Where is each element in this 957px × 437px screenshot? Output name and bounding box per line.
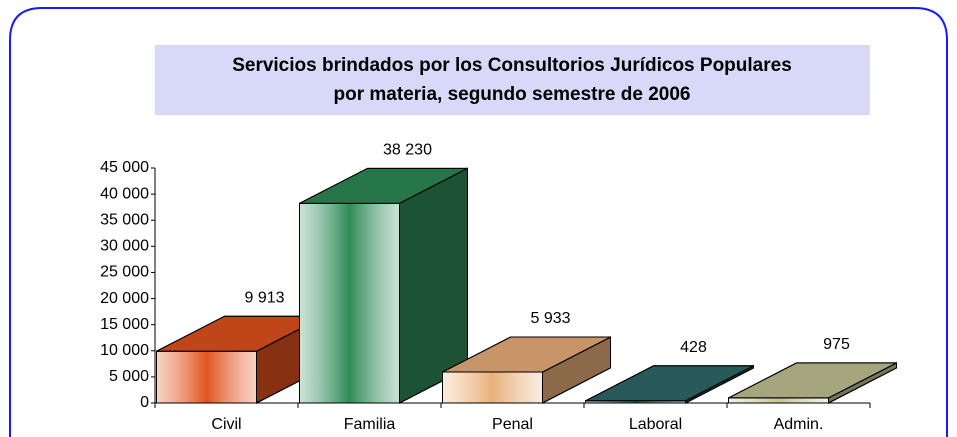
bar-top-shade (442, 336, 611, 373)
y-tick-label: 5 000 (109, 368, 149, 385)
y-tick-label: 40 000 (100, 185, 149, 202)
chart-title: Servicios brindados por los Consultorios… (232, 55, 792, 76)
value-label: 975 (823, 336, 850, 353)
y-tick-label: 20 000 (100, 290, 149, 307)
y-tick-label: 35 000 (100, 211, 149, 228)
y-tick-label: 15 000 (100, 316, 149, 333)
y-tick-label: 45 000 (100, 159, 149, 176)
bar (299, 202, 400, 404)
value-label: 9 913 (244, 289, 284, 306)
bar-top-shade (585, 365, 754, 402)
chart-title: por materia, segundo semestre de 2006 (334, 84, 691, 105)
value-label: 428 (680, 339, 707, 356)
title-box (155, 45, 870, 115)
x-tick-label: Admin. (774, 416, 824, 433)
x-tick-label: Laboral (629, 416, 682, 433)
x-tick-label: Familia (344, 416, 396, 433)
value-label: 38 230 (383, 142, 432, 159)
y-tick-label: 10 000 (100, 342, 149, 359)
y-tick-label: 0 (140, 394, 149, 411)
value-label: 5 933 (530, 310, 570, 327)
x-tick-label: Civil (211, 416, 241, 433)
x-tick-label: Penal (492, 416, 533, 433)
bar (728, 397, 829, 404)
bar-top-shade (728, 362, 897, 399)
y-tick-label: 30 000 (100, 238, 149, 255)
bar (442, 371, 543, 404)
bar-top-shade (299, 167, 468, 204)
frame (9, 7, 948, 437)
bar (156, 350, 257, 404)
y-tick-label: 25 000 (100, 264, 149, 281)
